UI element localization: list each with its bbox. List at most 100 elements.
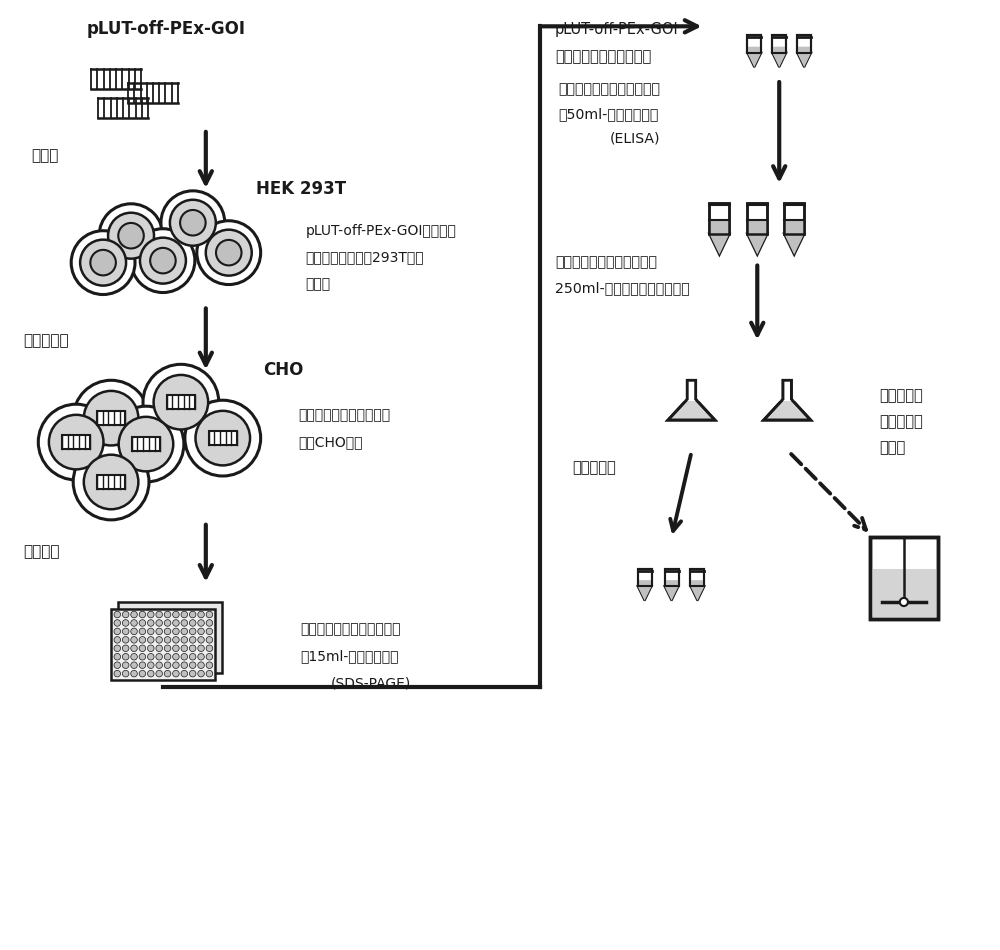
Circle shape [131,662,137,669]
Circle shape [173,654,179,660]
Circle shape [131,636,137,643]
Text: 有限稀释: 有限稀释 [23,544,60,560]
Circle shape [143,364,219,440]
Circle shape [148,671,154,677]
Text: 挑选的单克隆细胞株接种至: 挑选的单克隆细胞株接种至 [555,256,657,270]
Circle shape [122,636,129,643]
Circle shape [156,619,162,626]
Polygon shape [679,380,704,401]
Polygon shape [772,53,786,67]
Bar [747,35,761,53]
Circle shape [114,619,121,626]
Text: (ELISA): (ELISA) [610,132,660,146]
Circle shape [206,619,213,626]
Circle shape [198,611,204,618]
Circle shape [198,628,204,635]
Circle shape [181,636,188,643]
Circle shape [198,662,204,669]
Circle shape [131,645,137,652]
Text: 及50ml-摇管扩大培养: 及50ml-摇管扩大培养 [558,107,658,121]
Circle shape [148,628,154,635]
Circle shape [173,662,179,669]
Circle shape [197,220,261,285]
Circle shape [84,455,138,509]
Circle shape [189,636,196,643]
Circle shape [189,654,196,660]
Polygon shape [774,380,800,401]
Circle shape [164,619,171,626]
Text: 及15ml-摇管扩大培养: 及15ml-摇管扩大培养 [301,650,399,663]
Polygon shape [772,47,786,67]
Circle shape [99,204,163,268]
Bar [97,411,125,426]
Circle shape [156,645,162,652]
Circle shape [122,628,129,635]
Text: 单克隆细胞株初步产量评估: 单克隆细胞株初步产量评估 [301,622,401,636]
Text: (SDS-PAGE): (SDS-PAGE) [330,676,411,691]
Circle shape [148,636,154,643]
Polygon shape [784,219,804,255]
Polygon shape [764,380,811,420]
Bar [638,569,652,586]
Circle shape [156,654,162,660]
Circle shape [206,636,213,643]
Circle shape [185,400,261,476]
Circle shape [49,415,103,469]
Circle shape [118,223,144,249]
Polygon shape [638,580,652,600]
Circle shape [173,619,179,626]
Bar [870,537,938,618]
Circle shape [114,611,121,618]
Polygon shape [747,53,761,67]
Bar [797,35,811,53]
Text: 细胞株保藏: 细胞株保藏 [572,461,616,476]
Circle shape [189,662,196,669]
Text: 进行慢: 进行慢 [306,277,331,292]
Bar [870,537,938,618]
Circle shape [156,628,162,635]
Circle shape [900,598,908,606]
Circle shape [164,645,171,652]
Bar [690,569,704,586]
Circle shape [148,611,154,618]
Circle shape [139,628,146,635]
Circle shape [148,654,154,660]
Circle shape [206,654,213,660]
Circle shape [90,250,116,276]
Circle shape [114,645,121,652]
Polygon shape [797,47,811,67]
Bar [97,475,125,489]
Circle shape [181,619,188,626]
Circle shape [181,671,188,677]
Circle shape [164,662,171,669]
Text: 感染CHO细胞: 感染CHO细胞 [299,435,363,449]
Bar [62,435,90,449]
Circle shape [173,645,179,652]
Circle shape [164,636,171,643]
Circle shape [198,645,204,652]
Circle shape [181,628,188,635]
Circle shape [181,662,188,669]
Circle shape [122,611,129,618]
Circle shape [189,645,196,652]
Circle shape [161,191,225,255]
Bar [784,202,804,234]
Polygon shape [784,234,804,255]
Circle shape [206,611,213,618]
Polygon shape [797,53,811,67]
Circle shape [108,213,154,258]
Circle shape [164,611,171,618]
Circle shape [114,654,121,660]
Circle shape [156,636,162,643]
Circle shape [108,407,184,482]
Polygon shape [668,380,715,420]
Bar [638,569,652,586]
Text: pLUT-off-PEx-GOI核心质粒: pLUT-off-PEx-GOI核心质粒 [306,223,456,238]
Polygon shape [665,580,679,600]
Circle shape [216,240,242,265]
Circle shape [181,611,188,618]
Circle shape [180,210,206,236]
Circle shape [114,636,121,643]
Circle shape [84,390,138,446]
Circle shape [189,628,196,635]
